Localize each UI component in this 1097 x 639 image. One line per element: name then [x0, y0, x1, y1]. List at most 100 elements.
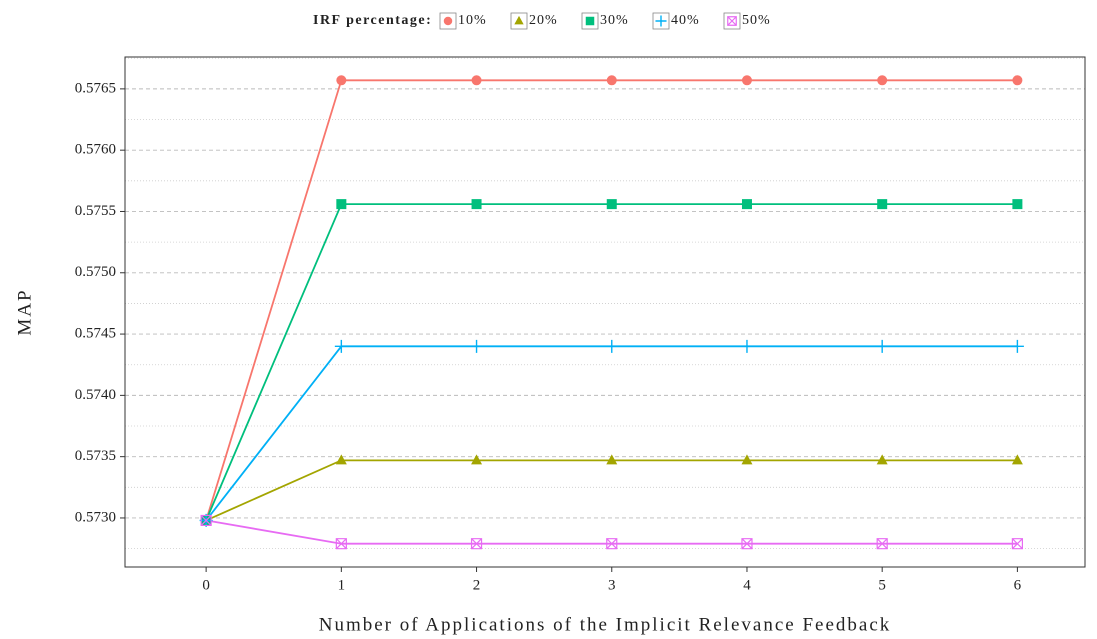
marker	[605, 339, 619, 353]
marker	[200, 514, 212, 527]
marker-shape	[514, 15, 524, 25]
series-line	[205, 345, 1018, 521]
marker	[727, 16, 737, 26]
marker	[335, 538, 347, 550]
marker	[876, 454, 888, 465]
legend-label: 10%	[458, 13, 487, 28]
marker	[471, 199, 482, 210]
y-tick-label: 0.5740	[75, 387, 116, 403]
y-tick-label: 0.5760	[75, 142, 116, 158]
marker	[471, 75, 482, 86]
marker-shape	[606, 199, 617, 210]
x-axis-label: Number of Applications of the Implicit R…	[319, 614, 892, 635]
marker	[606, 75, 617, 86]
marker-shape	[1011, 538, 1023, 550]
marker	[443, 16, 453, 26]
marker	[585, 16, 595, 26]
marker-shape	[727, 16, 737, 26]
marker-shape	[443, 16, 453, 26]
y-tick-label: 0.5755	[75, 203, 116, 219]
marker-shape	[471, 75, 482, 86]
marker-shape	[470, 538, 483, 550]
legend-label: 20%	[529, 13, 558, 28]
marker	[1012, 75, 1023, 86]
marker-shape	[335, 538, 347, 550]
marker-shape	[741, 454, 753, 465]
legend-item: 40%	[652, 12, 700, 30]
legend-item: 30%	[581, 12, 629, 30]
marker	[606, 199, 617, 210]
marker	[876, 538, 888, 550]
legend-title: IRF percentage:	[313, 13, 432, 28]
marker-shape	[471, 454, 483, 465]
marker-shape	[585, 16, 595, 26]
legend-item: 50%	[723, 12, 771, 30]
marker	[741, 538, 753, 550]
marker	[470, 339, 484, 353]
marker	[1011, 454, 1023, 465]
x-tick-label: 1	[338, 577, 346, 593]
y-tick-label: 0.5765	[75, 80, 116, 96]
legend-item: 10%	[439, 12, 487, 30]
y-tick-label: 0.5750	[75, 264, 116, 280]
marker-shape	[605, 339, 619, 353]
marker	[606, 454, 618, 465]
series-line	[205, 203, 1018, 521]
marker-shape	[1012, 75, 1023, 86]
legend-item: 20%	[510, 12, 558, 30]
y-axis-label: MAP	[14, 288, 35, 335]
marker	[740, 339, 754, 353]
marker-shape	[876, 454, 888, 465]
marker-shape	[877, 199, 888, 210]
marker-shape	[655, 15, 667, 27]
series-line	[205, 459, 1018, 522]
marker-shape	[876, 538, 888, 550]
x-tick-label: 2	[473, 577, 481, 593]
marker	[606, 538, 618, 550]
marker	[1010, 339, 1024, 353]
marker-shape	[740, 339, 754, 353]
marker-shape	[336, 199, 347, 210]
legend-label: 50%	[742, 13, 771, 28]
y-tick-label: 0.5735	[75, 448, 116, 464]
marker	[655, 15, 667, 27]
marker-shape	[1012, 199, 1023, 210]
marker-shape	[606, 454, 618, 465]
marker	[1011, 538, 1023, 550]
marker-shape	[336, 75, 347, 86]
y-tick-label: 0.5730	[75, 509, 116, 525]
marker	[336, 199, 347, 210]
series-line	[205, 519, 1018, 545]
marker	[741, 199, 752, 210]
marker	[470, 538, 483, 550]
marker-shape	[741, 538, 753, 550]
marker-shape	[877, 75, 888, 86]
marker-shape	[1011, 454, 1023, 465]
marker	[336, 75, 347, 86]
marker	[334, 339, 348, 353]
marker-shape	[334, 339, 348, 353]
marker-shape	[1010, 339, 1024, 353]
marker	[514, 15, 524, 25]
x-tick-label: 4	[743, 577, 751, 593]
marker	[471, 454, 483, 465]
marker-shape	[335, 454, 347, 465]
marker	[1012, 199, 1023, 210]
marker	[741, 75, 752, 86]
marker-shape	[875, 339, 889, 353]
y-tick-label: 0.5745	[75, 326, 116, 342]
marker-shape	[470, 339, 484, 353]
marker-shape	[606, 538, 618, 550]
marker-shape	[471, 199, 482, 210]
marker	[877, 199, 888, 210]
marker-shape	[741, 199, 752, 210]
marker	[875, 339, 889, 353]
legend-label: 30%	[600, 13, 629, 28]
marker	[335, 454, 347, 465]
marker-shape	[200, 514, 212, 527]
x-tick-label: 0	[202, 577, 210, 593]
marker	[877, 75, 888, 86]
x-tick-label: 6	[1014, 577, 1022, 593]
legend-label: 40%	[671, 13, 700, 28]
